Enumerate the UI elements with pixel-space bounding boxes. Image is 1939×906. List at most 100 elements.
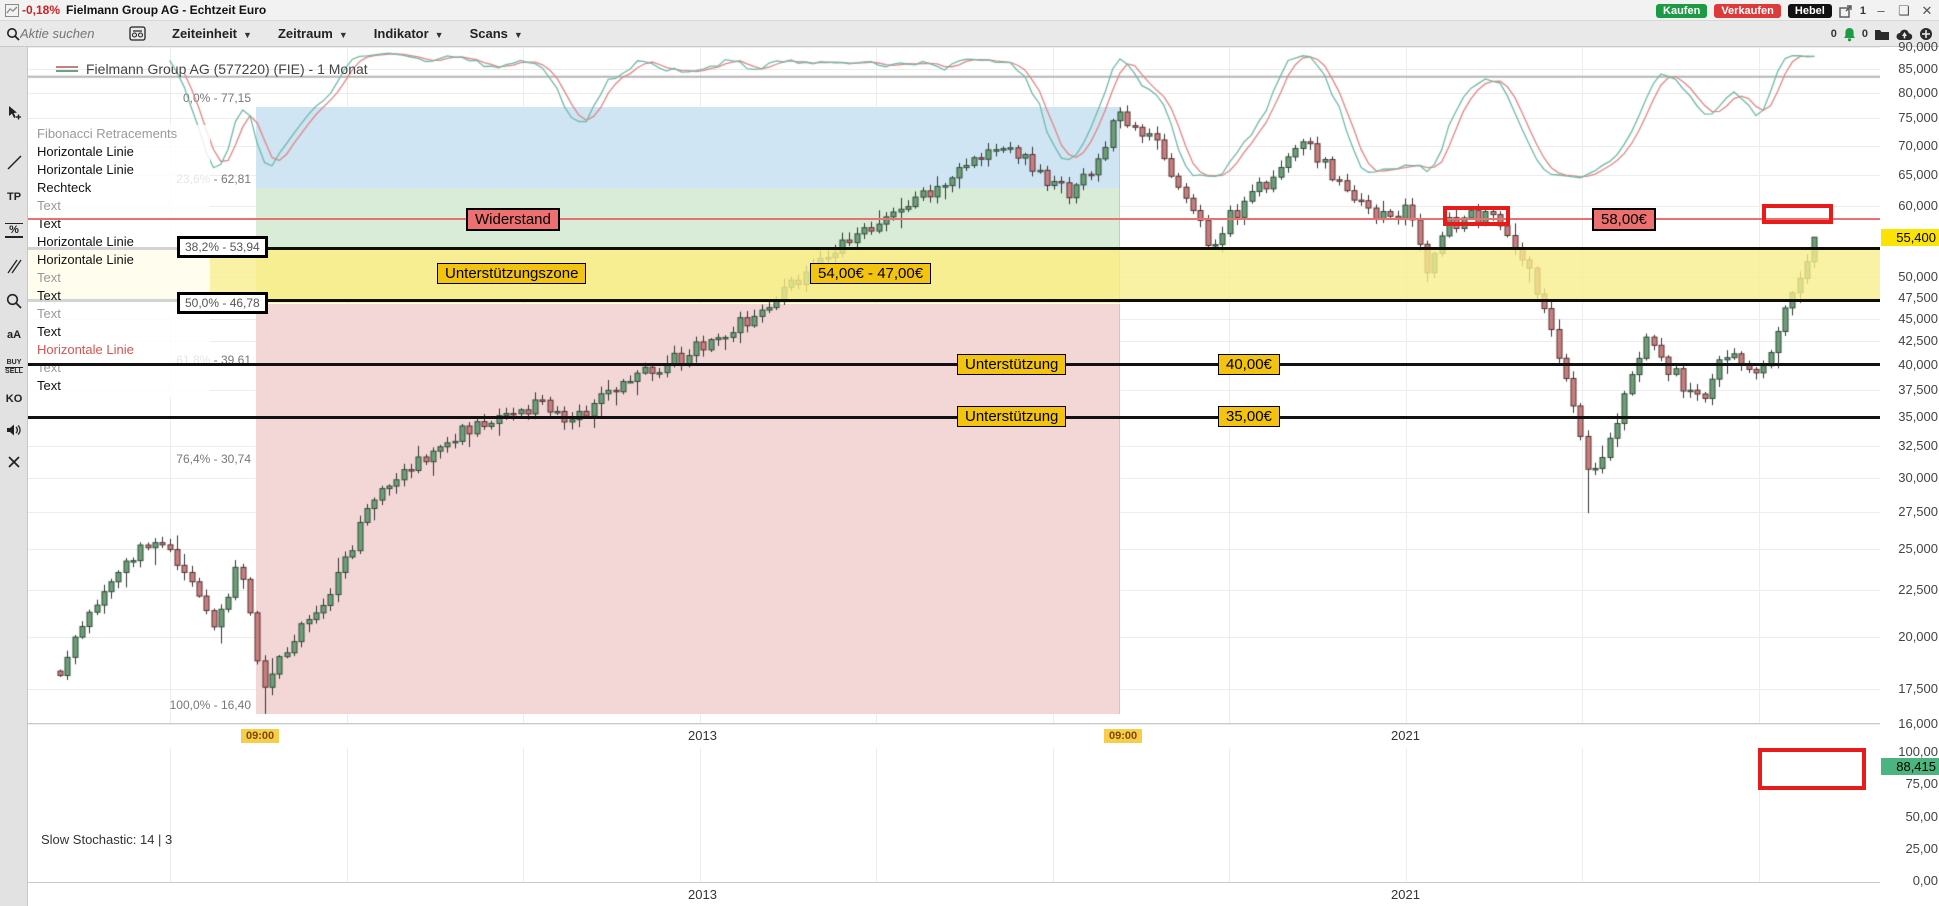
price-axis-tick: 75,000	[1898, 110, 1938, 126]
label-58-eur[interactable]: 58,00€	[1592, 208, 1656, 232]
time-gridline	[1053, 748, 1054, 882]
cloud-upload-icon[interactable]	[1896, 28, 1913, 41]
object-list-item[interactable]: Rechteck	[37, 180, 92, 195]
resistance-58[interactable]	[28, 218, 1880, 221]
buy-sell-icon[interactable]: BUY SELL	[5, 359, 23, 375]
menu-item-zeiteinheit[interactable]: Zeiteinheit ▼	[172, 26, 252, 41]
time-event-badge: 09:00	[1104, 729, 1143, 743]
window-titlebar: -0,18% Fielmann Group AG - Echtzeit Euro…	[0, 0, 1939, 21]
object-list-item[interactable]: Horizontale Linie	[37, 342, 134, 357]
parallel-lines-icon[interactable]	[0, 259, 28, 274]
time-gridline	[523, 748, 524, 882]
stochastic-canvas[interactable]	[28, 47, 1880, 187]
time-gridline	[347, 748, 348, 882]
share-icon[interactable]	[1839, 4, 1853, 18]
year-label: 2021	[1391, 728, 1420, 743]
support-35[interactable]	[28, 415, 1880, 419]
menu-item-zeitraum[interactable]: Zeitraum ▼	[277, 26, 348, 41]
bell-icon[interactable]	[1843, 27, 1856, 42]
buy-button[interactable]: Kaufen	[1656, 3, 1708, 18]
drawing-objects-panel	[28, 125, 210, 397]
price-axis-tick: 35,000	[1898, 409, 1938, 425]
compare-scale-icon[interactable]	[129, 26, 146, 41]
takeprofit-icon[interactable]: TP	[6, 191, 22, 203]
stock-search[interactable]	[6, 26, 115, 41]
maximize-button[interactable]: ❏	[1898, 2, 1910, 18]
price-axis-tick: 65,000	[1898, 166, 1938, 182]
add-widget-icon[interactable]	[1919, 27, 1933, 41]
menu-item-indikator[interactable]: Indikator ▼	[373, 26, 444, 41]
year-label-bottom: 2021	[1391, 887, 1420, 902]
chart-window-icon	[5, 4, 19, 17]
label-40-eur[interactable]: 40,00€	[1218, 353, 1280, 375]
fib-level-label-boxed: 38,2% - 53,94	[177, 235, 268, 258]
price-axis-tick: 60,000	[1898, 197, 1938, 213]
object-list-item[interactable]: Text	[37, 324, 61, 339]
search-input[interactable]	[20, 26, 115, 41]
object-list-item[interactable]: Horizontale Linie	[37, 144, 134, 159]
object-list-item[interactable]: Horizontale Linie	[37, 234, 134, 249]
object-list-item[interactable]: Horizontale Linie	[37, 252, 134, 267]
series-legend-icon	[56, 66, 78, 72]
trendline-icon[interactable]	[0, 155, 28, 170]
time-event-badge: 09:00	[241, 729, 280, 743]
close-button[interactable]: ✕	[1921, 2, 1933, 18]
stoch-axis-tick: 25,00	[1905, 840, 1938, 856]
folder-icon[interactable]	[1874, 28, 1890, 41]
year-label: 2013	[688, 728, 717, 743]
price-axis-tick: 50,000	[1898, 269, 1938, 285]
price-change-percent: -0,18%	[22, 3, 61, 17]
time-gridline	[1229, 748, 1230, 882]
price-axis-tick: 27,500	[1898, 503, 1938, 519]
object-list-item[interactable]: Text	[37, 288, 61, 303]
label-unterstuetzungszone[interactable]: Unterstützungszone	[437, 263, 587, 285]
zoom-icon[interactable]	[0, 293, 28, 309]
window-title: Fielmann Group AG - Echtzeit Euro	[66, 3, 267, 17]
sell-button[interactable]: Verkaufen	[1714, 3, 1781, 18]
label-widerstand[interactable]: Widerstand	[466, 208, 560, 232]
price-axis-tick: 17,500	[1898, 680, 1938, 696]
support-40[interactable]	[28, 363, 1880, 367]
menu-item-scans[interactable]: Scans ▼	[469, 26, 523, 41]
close-tool-icon[interactable]	[0, 455, 28, 469]
object-list-item[interactable]: Text	[37, 378, 61, 393]
stochastic-value-badge: 88,415	[1881, 758, 1939, 775]
price-axis-tick: 47,500	[1898, 289, 1938, 305]
tab-count: 1	[1859, 4, 1866, 17]
label-unterstuetzung-1[interactable]: Unterstützung	[957, 353, 1067, 375]
highlight-box-resistance-test-2[interactable]	[1762, 204, 1833, 224]
price-axis-tick: 42,500	[1898, 333, 1938, 349]
object-list-item[interactable]: Text	[37, 198, 61, 213]
cursor-icon[interactable]	[0, 105, 28, 121]
object-list-item[interactable]: Text	[37, 306, 61, 321]
object-list-item[interactable]: Text	[37, 270, 61, 285]
minimize-button[interactable]: –	[1877, 3, 1885, 18]
text-tool-icon[interactable]: aA	[6, 329, 22, 341]
price-axis-tick: 25,000	[1898, 541, 1938, 557]
price-axis-tick: 20,000	[1898, 628, 1938, 644]
chart-legend: Fielmann Group AG (577220) (FIE) - 1 Mon…	[56, 61, 368, 77]
stoch-bottom-border	[28, 882, 1880, 883]
leverage-button[interactable]: Hebel	[1787, 3, 1832, 18]
highlight-box-resistance-test-1[interactable]	[1443, 206, 1510, 226]
sound-icon[interactable]	[0, 423, 28, 437]
fib-level-label-boxed: 50,0% - 46,78	[177, 291, 268, 314]
stoch-axis-tick: 100,00	[1898, 744, 1938, 759]
price-axis-tick: 32,500	[1898, 438, 1938, 454]
search-icon	[7, 27, 20, 41]
object-list-item[interactable]: Text	[37, 360, 61, 375]
chart-title: Fielmann Group AG (577220) (FIE) - 1 Mon…	[86, 61, 368, 77]
price-axis-tick: 40,000	[1898, 356, 1938, 372]
highlight-box-stochastic[interactable]	[1758, 748, 1866, 790]
label-54-47-eur[interactable]: 54,00€ - 47,00€	[810, 263, 932, 285]
label-unterstuetzung-2[interactable]: Unterstützung	[957, 406, 1067, 428]
time-gridline	[170, 748, 171, 882]
alerts-count: 0	[1830, 28, 1837, 40]
object-list-item[interactable]: Fibonacci Retracements	[37, 126, 178, 141]
object-list-item[interactable]: Horizontale Linie	[37, 162, 134, 177]
price-axis-tick: 22,500	[1898, 582, 1938, 598]
support-zone-rectangle[interactable]	[28, 247, 1880, 302]
label-35-eur[interactable]: 35,00€	[1218, 406, 1280, 428]
fibonacci-icon[interactable]: %	[5, 223, 23, 238]
knockout-icon[interactable]: KO	[5, 393, 23, 405]
